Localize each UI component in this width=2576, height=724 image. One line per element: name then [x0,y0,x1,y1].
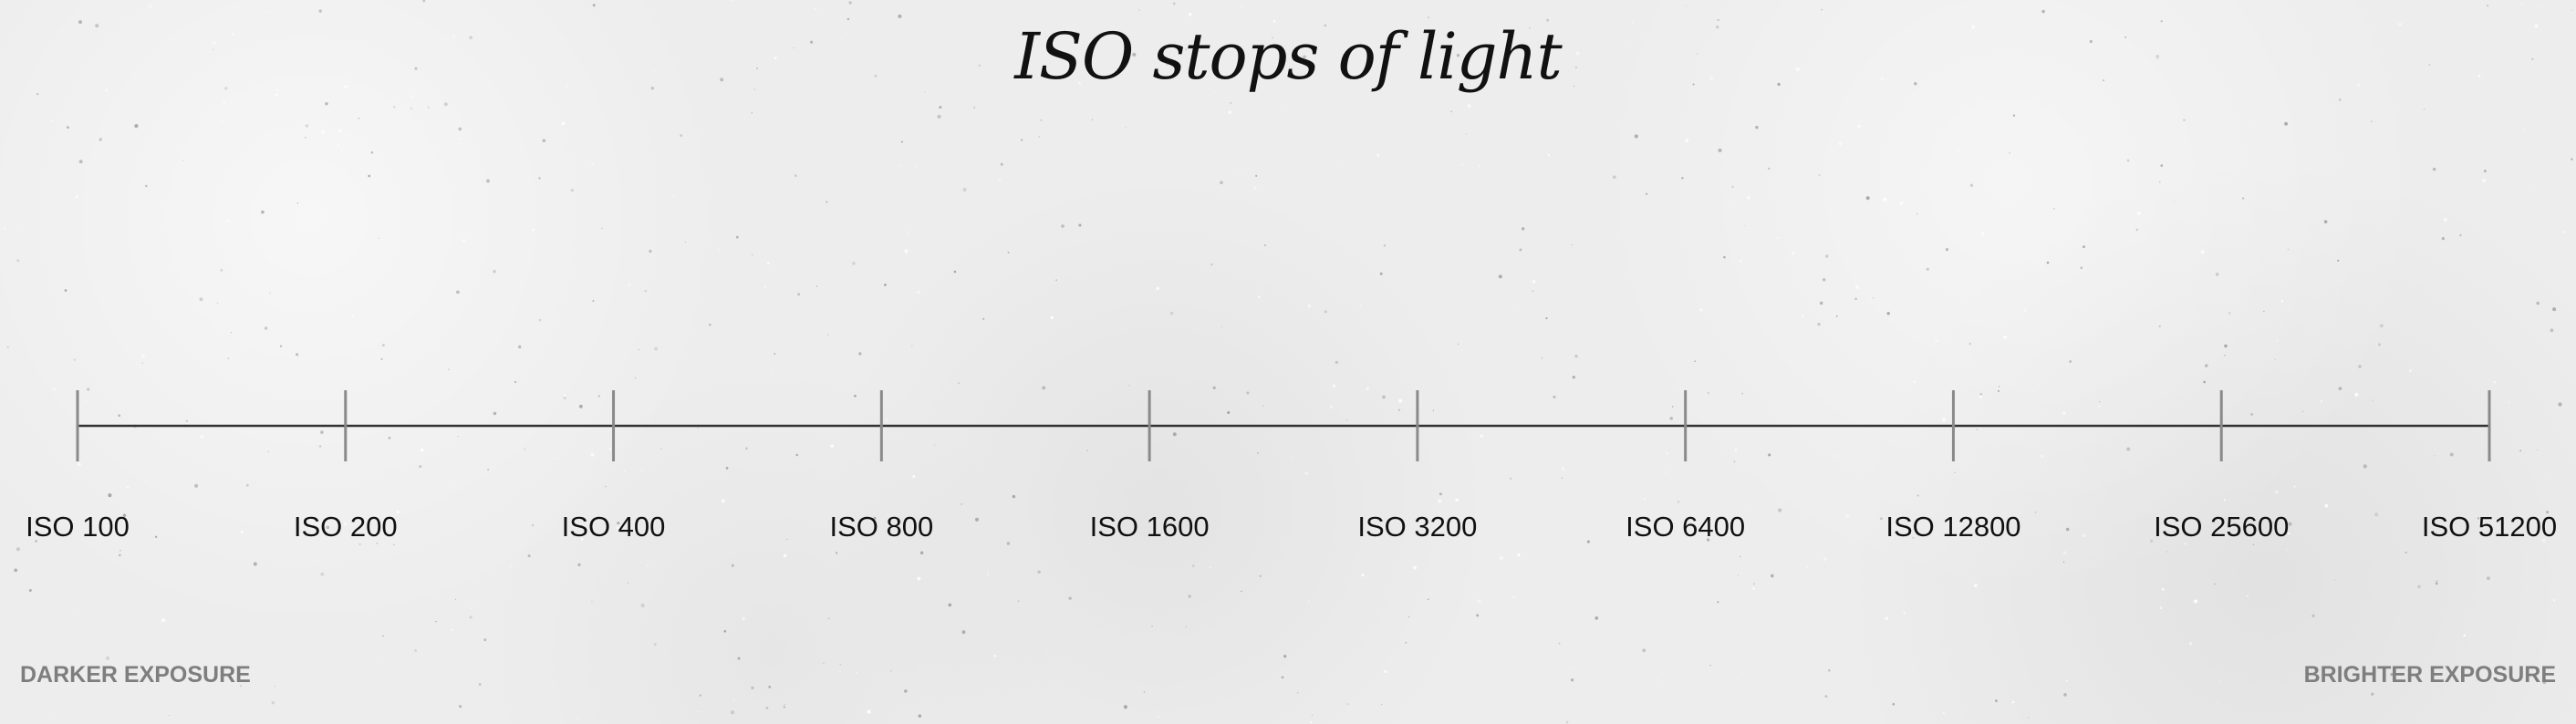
tick-label: ISO 800 [829,511,934,543]
darker-exposure-label: DARKER EXPOSURE [20,662,251,688]
tick-label: ISO 3200 [1357,511,1478,543]
tick-label: ISO 400 [561,511,666,543]
brighter-exposure-label: BRIGHTER EXPOSURE [2303,662,2556,688]
tick-label: ISO 25600 [2154,511,2290,543]
tick-label: ISO 1600 [1089,511,1210,543]
tick-label: ISO 12800 [1885,511,2021,543]
tick-label: ISO 6400 [1626,511,1746,543]
diagram-title: ISO stops of light [1014,19,1563,94]
tick-label: ISO 200 [293,511,398,543]
tick-label: ISO 51200 [2421,511,2558,543]
tick-label: ISO 100 [26,511,130,543]
